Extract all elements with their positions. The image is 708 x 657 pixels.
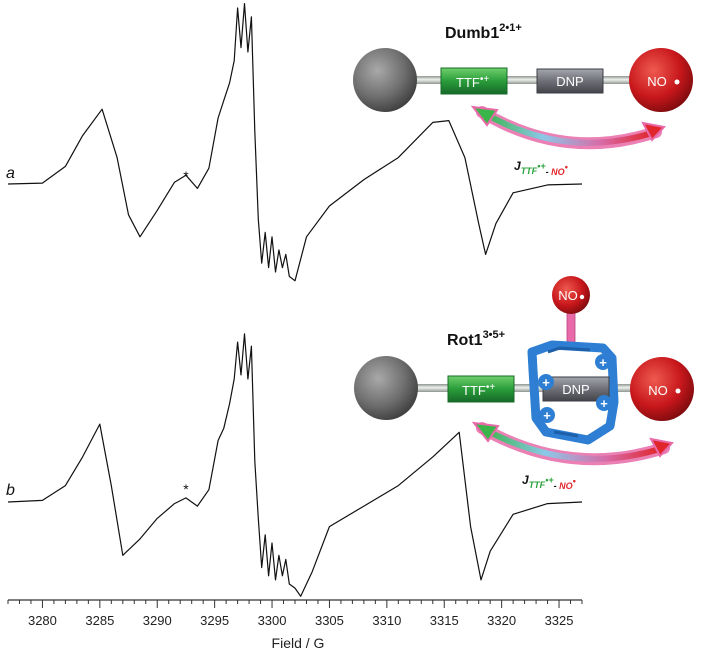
tick-label: 3290: [143, 613, 172, 628]
tick-label: 3295: [200, 613, 229, 628]
ttf-unit-label: TTF•+: [456, 74, 489, 90]
charge-plus: +: [599, 355, 607, 370]
tethered-nitroxide-sphere: [552, 276, 590, 314]
epr-trace-line: [7, 333, 583, 597]
tick-label: 3310: [372, 613, 401, 628]
tether-stem: [566, 311, 576, 345]
rotaxane-title: Rot13•5+: [447, 329, 505, 349]
charge-plus: +: [542, 375, 550, 390]
charge-plus: +: [600, 396, 608, 411]
dumbbell-axle: [405, 76, 650, 84]
tick-label: 3315: [430, 613, 459, 628]
tick-label: 3285: [85, 613, 114, 628]
nitroxide-red-sphere: [629, 48, 693, 112]
trace-label: b: [6, 482, 15, 499]
impurity-marker: *: [183, 168, 189, 184]
radical-dot: [674, 79, 680, 85]
x-axis-title: Field / G: [272, 635, 325, 651]
ttf-unit-label: TTF•+: [462, 382, 495, 398]
cyclophane-ring: [527, 340, 619, 445]
epr-traces: a *b *: [6, 3, 583, 597]
tick-label: 3325: [545, 613, 574, 628]
tick-label: 3300: [258, 613, 287, 628]
x-axis-ticks: 3280 3285 3290 3295 3300 3305 3310 3315 3320 3325: [7, 600, 583, 628]
cyclophane-ring-inner: [547, 346, 591, 438]
dnp-unit-box: [542, 376, 610, 402]
charge-plus: +: [543, 408, 551, 423]
stopper-grey-sphere: [353, 48, 417, 112]
x-axis: 3280 3285 3290 3295 3300 3305 3310 3315 3320 3325…: [7, 599, 583, 651]
coupling-arrowhead-left: [471, 421, 500, 443]
tick-label: 3320: [487, 613, 516, 628]
coupling-arrowhead-right: [641, 121, 666, 142]
rotaxane-diagram: Rot13•5+ TTF•+ NO DNP + + + + NO JTTF•+-…: [354, 276, 694, 491]
trace-label: a: [6, 165, 15, 182]
nitroxide-label: NO: [647, 74, 667, 89]
coupling-constant-label: JTTF•+- NO•: [514, 159, 568, 177]
epr-trace-b: b *: [6, 333, 583, 597]
ttf-unit-box: [440, 67, 508, 95]
tethered-nitroxide-label: NO: [558, 288, 578, 303]
epr-trace-line: [7, 3, 583, 282]
charge-bubble: [538, 374, 554, 390]
coupling-arrow-core: [482, 110, 653, 146]
nitroxide-label: NO: [648, 383, 668, 398]
ttf-unit-box: [447, 375, 515, 403]
nitroxide-red-sphere: [630, 357, 694, 421]
tick-label: 3280: [28, 613, 57, 628]
radical-dot: [579, 294, 585, 300]
epr-trace-a: a *: [6, 3, 583, 282]
coupling-arrowhead-left: [470, 105, 499, 127]
charge-bubble: [596, 395, 612, 411]
dumbbell-diagram: Dumb12•1+ TTF•+ DNP NO JTTF•+- NO•: [353, 22, 693, 177]
dnp-unit-label: DNP: [556, 74, 583, 89]
coupling-arrow-core: [482, 426, 661, 462]
dnp-unit-label: DNP: [562, 382, 589, 397]
impurity-marker: *: [183, 481, 189, 497]
coupling-constant-label: JTTF•+- NO•: [522, 473, 576, 491]
dumbbell-title: Dumb12•1+: [445, 22, 522, 42]
dnp-unit-box: [536, 68, 604, 94]
stopper-grey-sphere: [354, 356, 418, 420]
charge-bubble: [595, 354, 611, 370]
charge-bubble: [539, 407, 555, 423]
coupling-arrowhead-right: [649, 437, 674, 458]
radical-dot: [675, 388, 681, 394]
tick-label: 3305: [315, 613, 344, 628]
